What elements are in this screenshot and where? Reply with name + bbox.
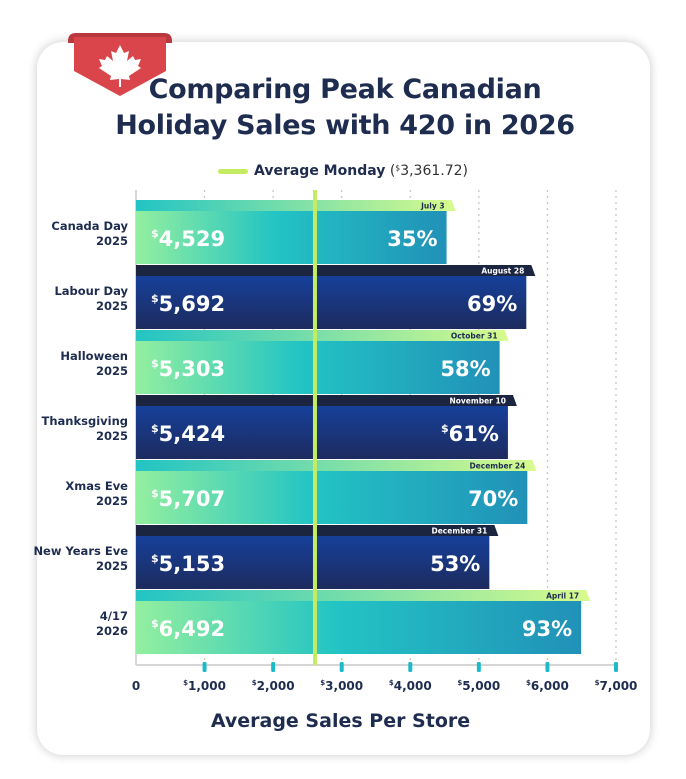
value-label: $5,303 bbox=[151, 357, 225, 381]
x-tick bbox=[476, 662, 481, 672]
bar-group: December 31 $5,153 53% New Years Eve 2025 bbox=[33, 525, 499, 589]
bar bbox=[136, 536, 490, 589]
bar bbox=[136, 601, 582, 654]
date-label: November 10 bbox=[449, 397, 505, 406]
x-tick-label: 0 bbox=[132, 679, 140, 693]
date-tab bbox=[136, 525, 499, 536]
percent-label: 93% bbox=[522, 617, 572, 641]
date-label: December 31 bbox=[431, 527, 487, 536]
x-tick bbox=[339, 662, 344, 672]
bar-group: November 10 $5,424 $61% Thanksgiving 2025 bbox=[41, 395, 517, 459]
bar-group: August 28 $5,692 69% Labour Day 2025 bbox=[54, 265, 536, 329]
date-label: July 3 bbox=[420, 202, 444, 211]
x-tick bbox=[271, 662, 276, 672]
date-tab bbox=[136, 460, 537, 471]
bar bbox=[136, 406, 508, 459]
x-tick-label: $5,000 bbox=[457, 679, 500, 693]
x-tick bbox=[202, 662, 207, 672]
date-label: December 24 bbox=[469, 462, 525, 471]
legend-swatch bbox=[217, 168, 248, 174]
percent-label: 53% bbox=[430, 552, 480, 576]
x-tick bbox=[614, 662, 618, 672]
percent-label: 69% bbox=[467, 292, 517, 316]
bar bbox=[136, 276, 527, 329]
category-label: New Years Eve 2025 bbox=[33, 544, 128, 573]
value-label: $5,707 bbox=[151, 487, 225, 511]
value-label: $5,153 bbox=[151, 552, 225, 576]
x-tick bbox=[408, 662, 413, 672]
value-label: $5,424 bbox=[151, 422, 225, 446]
bar-group: April 17 $6,492 93% 4/17 2026 bbox=[96, 590, 591, 654]
bar-group: October 31 $5,303 58% Halloween 2025 bbox=[60, 330, 509, 394]
bar-group: December 24 $5,707 70% Xmas Eve 2025 bbox=[65, 460, 537, 524]
maple-leaf-ribbon-icon bbox=[68, 33, 172, 96]
legend-label: Average Monday bbox=[253, 163, 386, 179]
date-label: October 31 bbox=[451, 332, 498, 341]
category-label: Halloween 2025 bbox=[60, 349, 128, 378]
bar bbox=[136, 341, 500, 394]
category-label: 4/17 2026 bbox=[96, 609, 128, 638]
x-axis-title: Average Sales Per Store bbox=[210, 710, 471, 732]
date-label: April 17 bbox=[546, 592, 579, 601]
category-label: Xmas Eve 2025 bbox=[65, 479, 128, 508]
chart-title: Comparing Peak Canadian Holiday Sales wi… bbox=[115, 74, 575, 141]
percent-label: 58% bbox=[440, 357, 490, 381]
category-label: Labour Day 2025 bbox=[54, 284, 128, 313]
x-tick-label: $4,000 bbox=[389, 679, 432, 693]
value-label: $4,529 bbox=[151, 227, 225, 251]
category-label: Canada Day 2025 bbox=[51, 219, 128, 248]
bar bbox=[136, 471, 528, 524]
bar bbox=[136, 211, 447, 264]
date-tab bbox=[136, 200, 456, 211]
date-label: August 28 bbox=[481, 267, 524, 276]
average-monday-line bbox=[312, 190, 317, 665]
category-label: Thanksgiving 2025 bbox=[41, 414, 128, 443]
legend-value: ($3,361.72) bbox=[389, 163, 469, 179]
value-label: $5,692 bbox=[151, 292, 225, 316]
date-tab bbox=[136, 590, 591, 601]
percent-label: $61% bbox=[441, 422, 499, 446]
x-tick-label: $1,000 bbox=[183, 679, 226, 693]
date-tab bbox=[136, 330, 509, 341]
bar-group: July 3 $4,529 35% Canada Day 2025 bbox=[51, 200, 456, 264]
x-tick bbox=[545, 662, 550, 672]
date-tab bbox=[136, 395, 517, 406]
percent-label: 70% bbox=[468, 487, 518, 511]
x-tick-label: $6,000 bbox=[526, 679, 569, 693]
x-tick-label: $7,000 bbox=[595, 679, 638, 693]
x-tick-label: $2,000 bbox=[252, 679, 295, 693]
legend: Average Monday ($3,361.72) bbox=[0, 163, 686, 179]
x-tick-label: $3,000 bbox=[320, 679, 363, 693]
date-tab bbox=[136, 265, 536, 276]
percent-label: 35% bbox=[387, 227, 437, 251]
value-label: $6,492 bbox=[151, 617, 225, 641]
